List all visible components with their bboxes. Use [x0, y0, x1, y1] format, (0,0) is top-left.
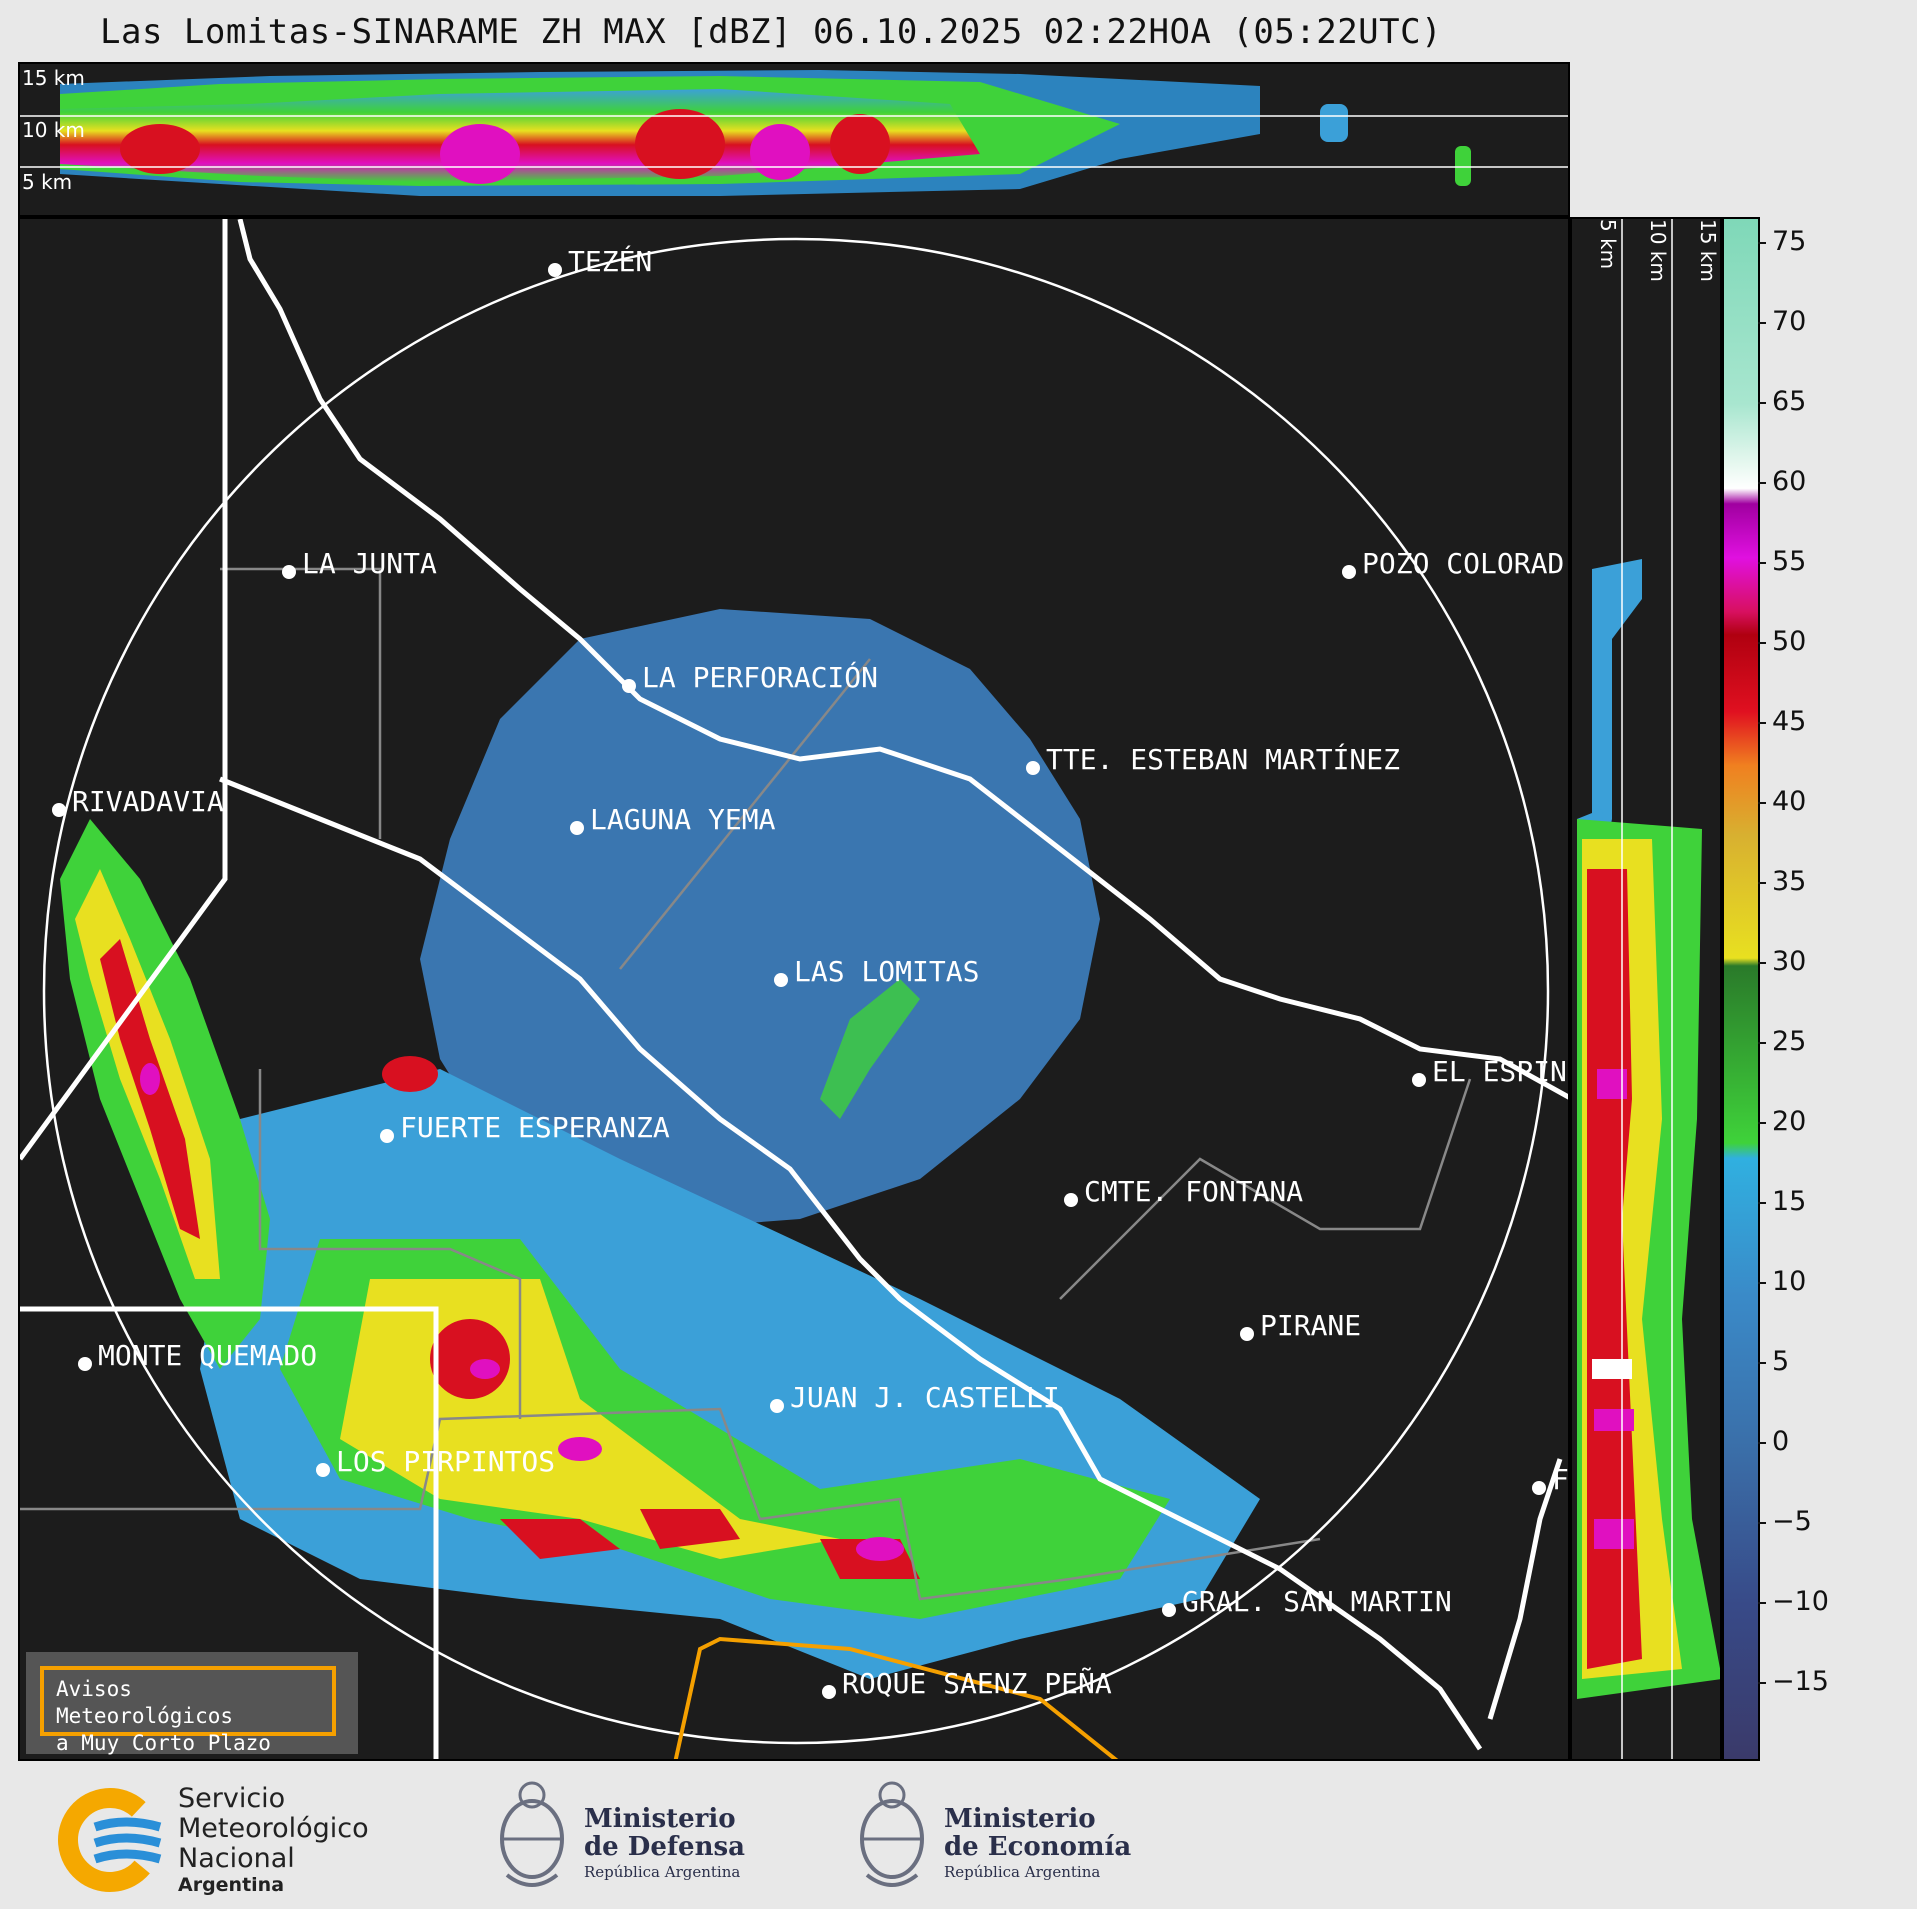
dbz-colorbar: [1722, 217, 1760, 1761]
top-profile-svg: [20, 70, 1568, 196]
colorbar-tick-75: 75: [1757, 226, 1806, 257]
colorbar-tick-0: 0: [1757, 1426, 1789, 1457]
colorbar-tick-40: 40: [1757, 786, 1806, 817]
right-height-label-10: 10 km: [1646, 219, 1670, 282]
colorbar-tick-50: 50: [1757, 626, 1806, 657]
warning-legend: Avisos Meteorológicos a Muy Corto Plazo: [26, 1652, 358, 1755]
right-profile-svg: [1577, 219, 1720, 1759]
colorbar-tick-10: 10: [1757, 1266, 1806, 1297]
ministerio-defensa-text: Ministerio de Defensa República Argentin…: [584, 1804, 745, 1881]
colorbar-tick-minus10: −10: [1758, 1586, 1829, 1617]
radar-map: TEZÉN LA JUNTA POZO COLORAD LA PERFORACI…: [18, 217, 1570, 1761]
colorbar-tick-60: 60: [1757, 466, 1806, 497]
warning-legend-line2: a Muy Corto Plazo: [56, 1731, 271, 1755]
colorbar-tick-55: 55: [1757, 546, 1806, 577]
border-southwest: [20, 1306, 439, 1759]
coat-of-arms-defensa-icon: [500, 1781, 564, 1887]
right-height-profile: 5 km 10 km 15 km: [1570, 217, 1722, 1761]
warning-legend-frame: Avisos Meteorológicos a Muy Corto Plazo: [40, 1666, 336, 1755]
colorbar-tick-minus15: −15: [1758, 1666, 1829, 1697]
colorbar-tick-45: 45: [1757, 706, 1806, 737]
warning-polygon: [673, 1636, 1119, 1759]
coat-of-arms-economia-icon: [860, 1781, 924, 1887]
smn-logo-text: Servicio Meteorológico Nacional Argentin…: [178, 1783, 369, 1897]
river-central: [219, 776, 1483, 1751]
page-title: Las Lomitas-SINARAME ZH MAX [dBZ] 06.10.…: [100, 12, 1443, 52]
right-height-label-15: 15 km: [1696, 219, 1720, 282]
colorbar-tick-70: 70: [1757, 306, 1806, 337]
top-height-label-15: 15 km: [22, 66, 85, 90]
colorbar-tick-25: 25: [1757, 1026, 1806, 1057]
colorbar-tick-minus5: −5: [1758, 1506, 1812, 1537]
ministerio-economia-text: Ministerio de Economía República Argenti…: [944, 1804, 1132, 1881]
colorbar-tick-65: 65: [1757, 386, 1806, 417]
colorbar-tick-5: 5: [1757, 1346, 1789, 1377]
right-height-label-5: 5 km: [1596, 219, 1620, 270]
top-height-label-5: 5 km: [22, 170, 73, 194]
colorbar-tick-35: 35: [1757, 866, 1806, 897]
colorbar-tick-20: 20: [1757, 1106, 1806, 1137]
range-ring: [42, 237, 1550, 1745]
top-height-profile: 15 km 10 km 5 km: [18, 62, 1570, 217]
river-north: [237, 219, 1568, 1100]
border-west: [20, 219, 228, 1161]
top-height-label-10: 10 km: [22, 118, 85, 142]
colorbar-tick-15: 15: [1757, 1186, 1806, 1217]
colorbar-tick-30: 30: [1757, 946, 1806, 977]
warning-legend-line1: Avisos Meteorológicos: [56, 1677, 234, 1728]
radar-map-svg: [20, 219, 1568, 1759]
smn-logo-icon: [58, 1788, 162, 1892]
